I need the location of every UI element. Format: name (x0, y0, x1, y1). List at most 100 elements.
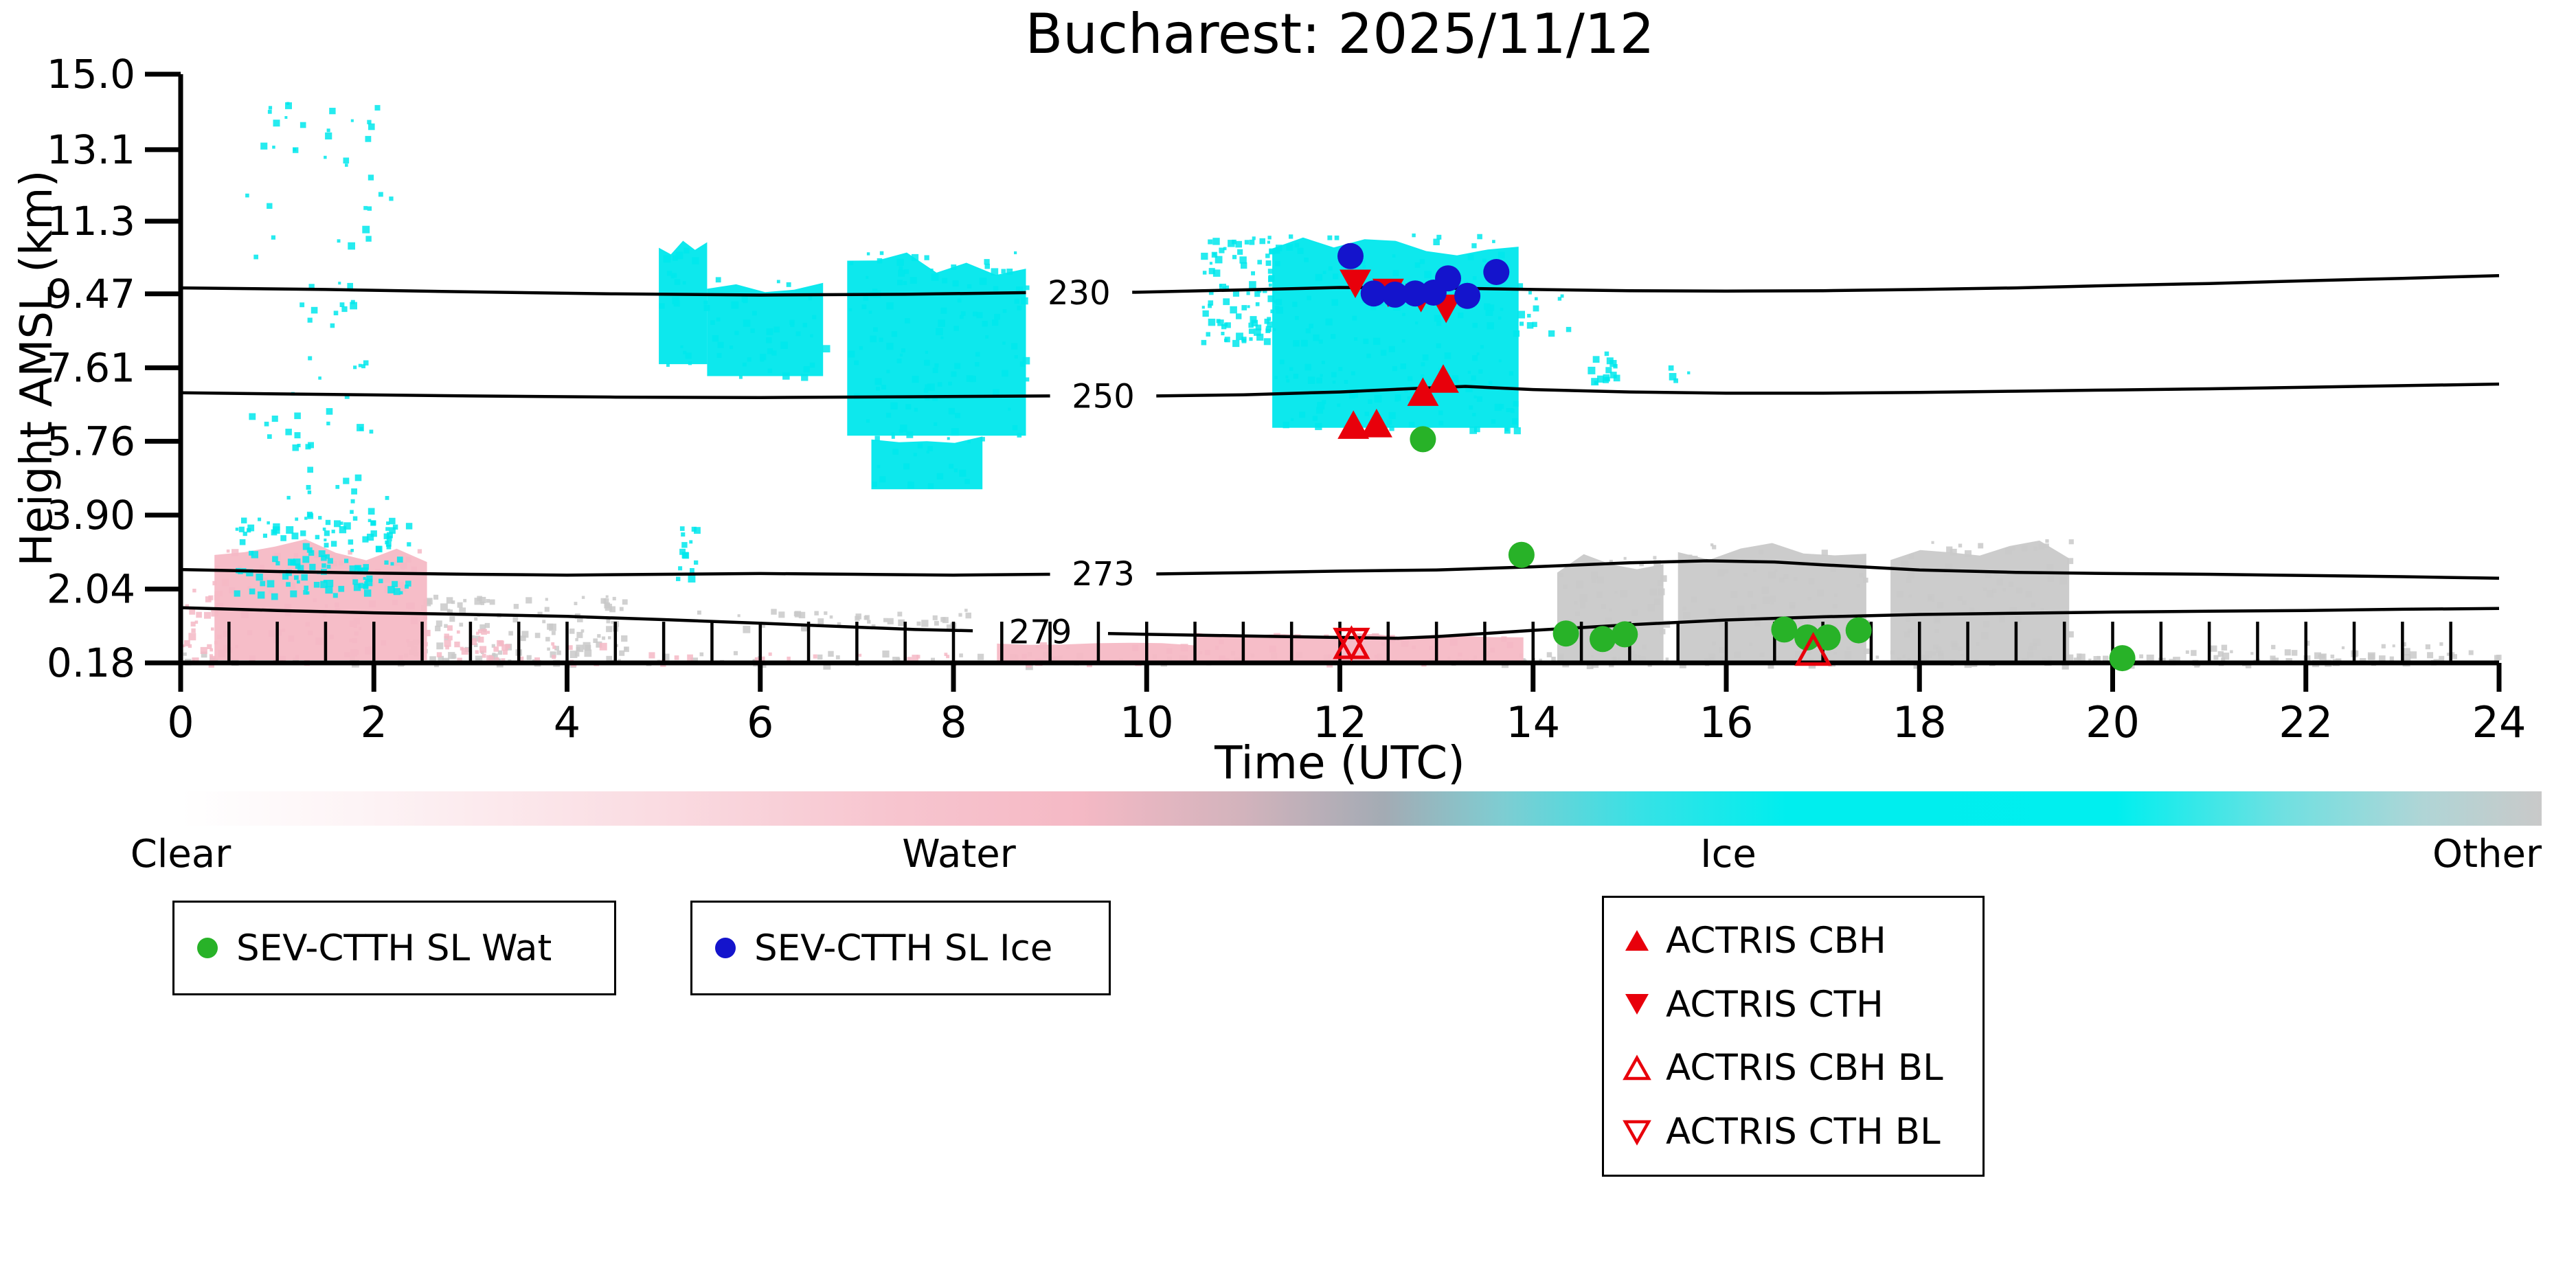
x-tick-label: 14 (1506, 697, 1560, 747)
cloud-speckle-ice (1532, 321, 1537, 328)
cloud-speckle-ice (267, 434, 272, 439)
cloud-speckle-ice (1372, 337, 1381, 346)
data-point-sev-ctth-sl-ice (1381, 281, 1408, 308)
cloud-speckle-ice (1519, 321, 1524, 326)
cloud-speckle-ice (1201, 306, 1205, 309)
cloud-speckle-ice (1331, 372, 1337, 378)
cloud-speckle-ice (251, 551, 258, 558)
cloud-speckle-ice (924, 255, 929, 260)
cloud-speckle-ice (1454, 377, 1458, 381)
cloud-speckle-ice (1317, 402, 1325, 410)
cloud-speckle-ice (1404, 389, 1408, 393)
cloud-speckle-other (2221, 644, 2228, 651)
cloud-speckle-ice (1267, 321, 1273, 328)
cloud-speckle-ice (1415, 321, 1419, 325)
cloud-speckle-water (338, 560, 344, 566)
cloud-speckle-water (1345, 644, 1350, 649)
cloud-speckle-ice (934, 422, 938, 426)
cloud-speckle-ice (952, 280, 959, 287)
cloud-speckle-ice (1421, 362, 1425, 367)
cloud-speckle-ice (1012, 425, 1018, 431)
cloud-speckle-water (405, 556, 412, 563)
cloud-speckle-other (1821, 550, 1828, 556)
cloud-speckle-ice (680, 345, 683, 348)
cloud-speckle-ice (868, 310, 872, 314)
cloud-speckle-ice (350, 499, 355, 504)
cloud-speckle-other (1724, 569, 1729, 574)
cloud-speckle-ice (951, 371, 957, 377)
cloud-speckle-other (1807, 597, 1811, 601)
cloud-speckle-ice (679, 548, 686, 555)
cloud-speckle-ice (1307, 295, 1311, 301)
cloud-speckle-ice (347, 282, 353, 289)
cloud-speckle-ice (297, 444, 301, 448)
cloud-speckle-water (1412, 645, 1416, 650)
cloud-speckle-ice (984, 259, 990, 265)
cloud-speckle-ice (1014, 251, 1017, 255)
cloud-speckle-other (457, 602, 463, 608)
cloud-speckle-other (603, 598, 609, 604)
cloud-speckle-ice (1232, 239, 1236, 245)
cloud-speckle-ice (1295, 316, 1299, 320)
cloud-speckle-other (435, 625, 441, 631)
cloud-speckle-other (2230, 650, 2233, 653)
cloud-speckle-ice (324, 539, 327, 542)
cloud-speckle-other (1783, 574, 1789, 579)
cloud-speckle-other (1660, 629, 1666, 635)
cloud-speckle-other (1907, 628, 1912, 633)
cloud-speckle-other (1927, 594, 1935, 602)
cloud-speckle-water (552, 645, 556, 649)
cloud-speckle-water (907, 657, 912, 662)
cloud-speckle-ice (308, 550, 315, 556)
cloud-speckle-other (2016, 587, 2022, 594)
cloud-speckle-other (491, 644, 495, 648)
cloud-speckle-water (313, 598, 317, 602)
cloud-speckle-ice (1328, 266, 1333, 271)
cloud-speckle-ice (294, 575, 299, 580)
cloud-speckle-ice (297, 580, 300, 584)
cloud-speckle-ice (1024, 285, 1030, 291)
cloud-speckle-ice (1474, 426, 1480, 433)
cloud-speckle-other (1759, 652, 1765, 657)
cloud-speckle-other (1957, 596, 1963, 601)
cloud-speckle-ice (803, 366, 810, 373)
cloud-speckle-water (1199, 651, 1203, 655)
cloud-speckle-ice (1469, 427, 1477, 434)
cloud-speckle-ice (325, 519, 331, 526)
cloud-speckle-water (517, 656, 524, 663)
cloud-speckle-ice (334, 520, 341, 528)
cloud-speckle-ice (326, 128, 330, 133)
cloud-speckle-water (401, 567, 405, 570)
cloud-speckle-other (1719, 624, 1724, 630)
cloud-speckle-ice (1248, 328, 1254, 334)
x-tick-label: 22 (2279, 697, 2333, 747)
cloud-speckle-other (1539, 658, 1542, 662)
cloud-speckle-water (495, 657, 499, 662)
cloud-speckle-ice (321, 563, 326, 568)
cloud-speckle-ice (1257, 260, 1262, 264)
cloud-speckle-ice (809, 362, 815, 368)
cloud-speckle-ice (1394, 398, 1399, 402)
cloud-speckle-ice (1597, 375, 1605, 383)
cloud-speckle-ice (692, 257, 699, 264)
cloud-speckle-ice (1458, 312, 1464, 319)
cloud-speckle-ice (688, 361, 692, 365)
cloud-speckle-ice (1368, 399, 1372, 404)
cloud-speckle-ice (1388, 411, 1396, 419)
cloud-speckle-ice (1219, 247, 1225, 253)
cloud-speckle-ice (802, 322, 807, 328)
data-point-sev-ctth-sl-ice (1483, 259, 1510, 285)
cloud-speckle-other (1653, 556, 1657, 560)
cloud-speckle-ice (953, 326, 959, 331)
data-point-actris-cbh (1337, 410, 1370, 439)
cloud-speckle-other (2040, 608, 2044, 611)
cloud-speckle-other (1919, 655, 1927, 662)
cloud-speckle-ice (1248, 322, 1254, 328)
cloud-speckle-ice (1380, 350, 1387, 356)
cloud-speckle-ice (1251, 271, 1255, 275)
cloud-speckle-ice (303, 590, 308, 595)
cloud-speckle-ice (358, 583, 364, 589)
cloud-speckle-water (286, 567, 291, 571)
cloud-speckle-ice (1374, 395, 1382, 403)
cloud-speckle-other (1751, 604, 1756, 610)
